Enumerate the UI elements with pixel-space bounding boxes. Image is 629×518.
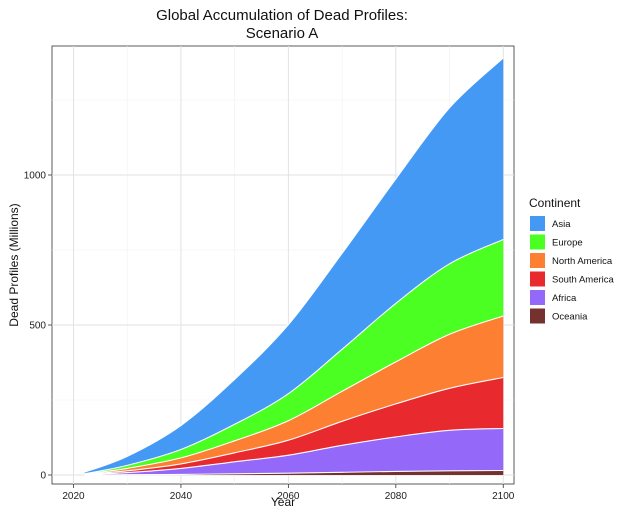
chart-title-line-1: Global Accumulation of Dead Profiles: (156, 7, 408, 24)
legend-swatch-north-america (530, 253, 545, 268)
area-europe (84, 239, 504, 475)
y-tick-label: 1000 (24, 171, 47, 182)
legend-swatch-africa (530, 290, 545, 305)
legend-swatch-europe (530, 234, 545, 250)
area-edge-europe (84, 238, 504, 475)
stacked-areas (84, 57, 504, 476)
area-edge-south-america (84, 376, 504, 475)
legend-swatch-south-america (530, 271, 545, 287)
axes: 2020 2040 2060 2080 2100 0 500 1000 (24, 171, 515, 503)
area-edge-oceania (84, 469, 504, 476)
legend-label-africa: Africa (552, 293, 577, 304)
area-edge-asia (84, 57, 504, 473)
y-tick-label: 500 (29, 321, 46, 332)
legend-swatch-oceania (530, 308, 545, 324)
area-asia (84, 58, 504, 474)
y-tick-label: 0 (40, 471, 46, 482)
x-axis-title: Year (271, 495, 295, 509)
area-south-america (84, 377, 504, 475)
area-africa (84, 428, 504, 475)
y-axis-title: Dead Profiles (Millions) (7, 203, 21, 326)
x-tick-label: 2040 (170, 491, 193, 502)
legend-title: Continent (529, 196, 581, 210)
x-tick-label: 2080 (385, 491, 408, 502)
legend-swatch-asia (530, 216, 545, 231)
area-north-america (84, 316, 504, 475)
x-tick-label: 2060 (277, 491, 300, 502)
area-edge-north-america (84, 315, 504, 475)
x-tick-label: 2020 (62, 491, 85, 502)
legend-label-europe: Europe (552, 238, 583, 249)
legend: Continent Asia Europe North America South A… (529, 196, 614, 324)
chart-title-line-2: Scenario A (246, 25, 319, 42)
area-edge-africa (84, 427, 504, 476)
legend-label-oceania: Oceania (552, 312, 588, 323)
legend-label-asia: Asia (552, 219, 571, 230)
legend-label-south-america: South America (552, 275, 614, 286)
x-tick-label: 2100 (492, 491, 515, 502)
legend-label-north-america: North America (552, 256, 613, 267)
